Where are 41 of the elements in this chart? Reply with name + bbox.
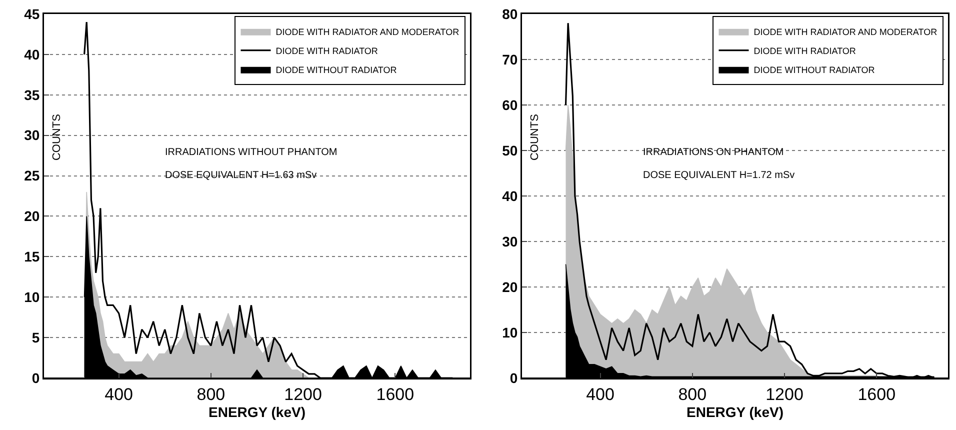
x-tick-label: 400 (586, 384, 614, 404)
y-tick-label: 70 (502, 51, 518, 68)
y-tick-label: 20 (502, 278, 518, 295)
y-tick-label: 25 (24, 168, 40, 184)
x-tick-label: 1200 (766, 384, 804, 404)
x-tick-label: 1600 (376, 384, 414, 404)
x-tick-label: 1200 (284, 384, 322, 404)
legend-label: DIODE WITH RADIATOR AND MODERATOR (754, 26, 938, 37)
legend-label: DIODE WITHOUT RADIATOR (276, 64, 398, 75)
x-tick-label: 800 (196, 384, 226, 404)
annotation: DOSE EQUIVALENT H=1.72 mSv (643, 170, 795, 181)
x-axis-title: ENERGY (keV) (208, 404, 306, 420)
x-tick-label: 1600 (858, 384, 896, 404)
legend-label: DIODE WITH RADIATOR (754, 46, 856, 56)
x-tick-label: 800 (678, 384, 707, 404)
y-tick-label: 45 (24, 6, 40, 22)
annotation: DOSE EQUIVALENT H=1.63 mSv (165, 170, 317, 181)
y-axis-title: COUNTS (51, 114, 64, 161)
y-tick-label: 80 (502, 6, 518, 22)
y-tick-label: 10 (24, 289, 40, 306)
annotation: IRRADIATIONS WITHOUT PHANTOM (165, 147, 338, 158)
y-tick-label: 50 (502, 142, 518, 158)
y-tick-label: 40 (24, 46, 40, 62)
legend-label: DIODE WITHOUT RADIATOR (754, 64, 876, 75)
y-tick-label: 5 (32, 329, 40, 346)
y-tick-label: 0 (510, 370, 518, 386)
y-tick-label: 60 (502, 96, 518, 113)
annotation: IRRADIATIONS ON PHANTOM (643, 147, 784, 158)
y-tick-label: 20 (24, 208, 40, 224)
y-tick-label: 0 (32, 370, 40, 386)
y-axis-title: COUNTS (529, 114, 542, 161)
legend-label: DIODE WITH RADIATOR AND MODERATOR (276, 26, 460, 37)
x-axis-title: ENERGY (keV) (686, 404, 784, 420)
x-tick-label: 400 (104, 384, 134, 404)
legend-label: DIODE WITH RADIATOR (276, 46, 378, 56)
y-tick-label: 40 (502, 188, 518, 204)
y-tick-label: 10 (502, 324, 518, 340)
y-tick-label: 15 (24, 248, 40, 265)
y-tick-label: 35 (24, 86, 40, 103)
y-tick-label: 30 (24, 127, 40, 144)
y-tick-label: 30 (502, 233, 518, 250)
